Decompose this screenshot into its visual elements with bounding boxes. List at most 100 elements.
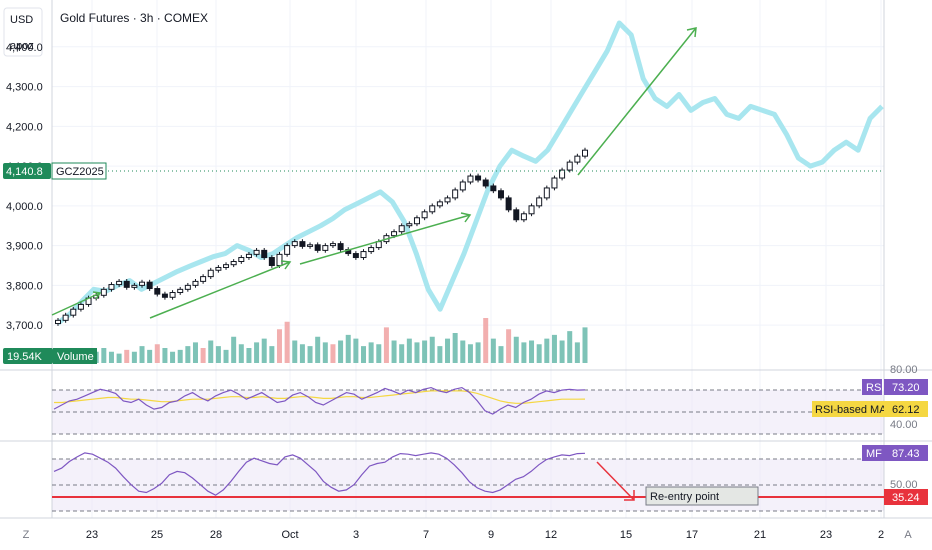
candle-body[interactable] [230,261,237,266]
candle-body[interactable] [123,280,130,288]
candle-body[interactable] [70,308,77,316]
candle-body[interactable] [100,288,107,296]
candle-body[interactable] [322,245,329,251]
time-tick-label[interactable]: 3 [353,529,359,541]
candle-body[interactable] [299,241,306,247]
time-tick-label[interactable]: 15 [620,529,632,541]
candle-body[interactable] [131,284,138,288]
user-tag[interactable]: apoz [10,40,34,52]
candle-body[interactable] [55,319,61,325]
candle-body[interactable] [337,243,344,251]
candle-body[interactable] [391,231,398,237]
rsi-ma-label-box[interactable] [812,401,884,417]
candle-body[interactable] [238,257,245,263]
candle-body[interactable] [291,241,298,247]
candle-body[interactable] [284,245,291,255]
candle-body[interactable] [360,251,367,259]
candle-body[interactable] [261,249,268,259]
candle-body[interactable] [192,280,199,286]
time-tick-label[interactable]: 12 [545,529,557,541]
candle-body[interactable] [513,209,520,221]
time-tick-label[interactable]: 9 [488,529,494,541]
candle-body[interactable] [161,293,168,298]
candle-body[interactable] [505,197,512,211]
candle-body[interactable] [177,288,184,294]
volume-label[interactable]: Volume [57,351,94,363]
mf-label[interactable]: MF [866,448,882,460]
candle-body[interactable] [429,205,436,213]
candle-body[interactable] [551,177,558,189]
candle-body[interactable] [307,244,314,247]
time-tick-label[interactable]: Oct [281,529,298,541]
candle-body[interactable] [146,281,153,290]
candle-body[interactable] [475,175,482,181]
candle-body[interactable] [497,190,504,199]
candle-body[interactable] [452,189,459,199]
volume-label-box[interactable] [53,348,97,364]
candle-body[interactable] [536,197,543,207]
rsi-label[interactable]: RSI [866,382,884,394]
time-tick-label[interactable]: 28 [210,529,222,541]
re-entry-arrow[interactable] [596,461,635,501]
time-tick-label[interactable]: 21 [754,529,766,541]
candle-body[interactable] [314,244,321,251]
candle-body[interactable] [139,281,146,286]
candle-body[interactable] [352,253,359,259]
candle-body[interactable] [467,175,474,183]
rsi-label-box[interactable] [862,379,882,395]
time-tick-label[interactable]: 25 [151,529,163,541]
time-tick-label[interactable]: 7 [423,529,429,541]
candle-body[interactable] [444,197,451,203]
candle-body[interactable] [459,181,466,191]
time-axis-labels[interactable]: 23 25 28 Oct 3 7 9 12 15 17 21 23 2 [86,529,884,541]
candle-body[interactable] [413,217,420,225]
candle-body[interactable] [207,269,214,278]
candle-body[interactable] [421,211,428,219]
candle-body[interactable] [184,284,191,290]
candlestick-series[interactable] [55,147,588,326]
candle-body[interactable] [223,264,230,268]
candle-body[interactable] [215,266,222,271]
candle-body[interactable] [154,288,161,295]
zoom-button[interactable]: Z [23,529,30,541]
candle-body[interactable] [559,169,566,179]
candle-body[interactable] [436,201,443,207]
candle-body[interactable] [62,314,69,321]
candle-body[interactable] [398,225,405,233]
candle-body[interactable] [116,280,123,286]
candle-body[interactable] [253,249,260,255]
auto-scale-button[interactable]: A [904,529,912,541]
candle-body[interactable] [406,223,413,227]
currency-unit-box[interactable] [3,7,43,57]
candle-body[interactable] [169,292,176,298]
candle-body[interactable] [368,247,375,253]
candle-body[interactable] [268,257,275,266]
candle-body[interactable] [329,243,336,247]
trend-arrows[interactable] [51,27,697,319]
symbol-tag-box[interactable] [51,162,107,180]
mf-label-box[interactable] [862,445,884,461]
candle-body[interactable] [276,253,283,266]
candle-body[interactable] [520,213,527,221]
candle-body[interactable] [490,185,497,192]
rsi-ma-label[interactable]: RSI-based MA [815,404,887,416]
candle-body[interactable] [566,161,573,171]
candle-body[interactable] [200,276,207,282]
candle-body[interactable] [245,253,252,259]
candle-body[interactable] [108,284,115,290]
candle-body[interactable] [77,303,84,310]
time-tick-label[interactable]: 23 [820,529,832,541]
candle-body[interactable] [482,179,489,187]
time-tick-label[interactable]: 17 [686,529,698,541]
time-tick-label[interactable]: 23 [86,529,98,541]
re-entry-label-box[interactable] [645,486,759,506]
candle-body[interactable] [574,155,581,163]
candle-body[interactable] [543,187,550,199]
time-tick-label[interactable]: 2 [878,529,884,541]
candle-body[interactable] [528,205,535,215]
symbol-title[interactable]: Gold Futures · 3h · COMEX [60,11,208,25]
currency-button[interactable]: USD [10,14,33,26]
symbol-tag[interactable]: GCZ2025 [56,166,104,178]
candle-body[interactable] [582,149,588,157]
